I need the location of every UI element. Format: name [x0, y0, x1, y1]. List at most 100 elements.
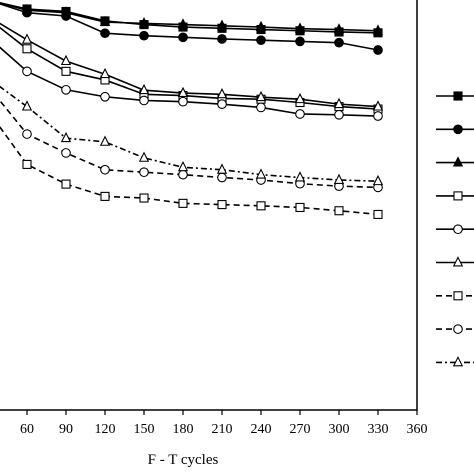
data-point — [178, 198, 188, 208]
legend — [436, 91, 474, 367]
data-point — [139, 30, 149, 41]
x-tick-label: 300 — [329, 422, 350, 437]
data-point — [295, 202, 305, 213]
data-point — [60, 54, 72, 66]
data-point — [22, 129, 32, 139]
x-tick-label: 180 — [173, 422, 194, 437]
data-point — [100, 28, 110, 39]
data-point — [373, 45, 383, 55]
x-tick-label: 240 — [251, 422, 272, 437]
data-point — [99, 67, 111, 79]
data-point — [22, 159, 32, 169]
data-point — [217, 172, 227, 183]
data-point — [60, 6, 72, 17]
data-point — [295, 109, 305, 119]
legend-marker — [452, 356, 464, 367]
data-point — [373, 209, 383, 219]
legend-entry-8 — [436, 324, 474, 334]
x-tick-label: 360 — [407, 422, 428, 437]
x-tick-label: 120 — [95, 422, 116, 437]
plot-area: 60 90 120 150 180 210 240 270 300 330 360 — [0, 0, 428, 437]
x-tick-label: 60 — [20, 422, 34, 437]
data-point — [294, 171, 306, 182]
legend-marker — [453, 224, 463, 235]
data-point — [139, 167, 149, 178]
data-point — [216, 163, 228, 174]
data-point — [61, 179, 71, 189]
data-point — [177, 160, 189, 172]
data-point — [256, 201, 266, 211]
data-point — [178, 32, 188, 43]
data-point — [295, 36, 305, 47]
x-tick-label: 210 — [212, 422, 233, 437]
series-7 — [0, 125, 383, 219]
series-9 — [0, 85, 384, 186]
data-point — [255, 168, 267, 179]
data-point — [333, 173, 345, 184]
data-point — [216, 87, 228, 99]
series-3 — [0, 2, 384, 35]
legend-marker — [453, 291, 463, 301]
data-point — [177, 86, 189, 98]
data-point — [60, 131, 72, 143]
legend-marker — [453, 124, 463, 135]
series-8 — [0, 99, 383, 193]
series-4 — [0, 26, 383, 114]
legend-marker — [453, 324, 463, 334]
x-tick-label: 150 — [134, 422, 155, 437]
data-point — [61, 84, 71, 95]
data-point — [22, 66, 32, 77]
data-point — [216, 19, 228, 30]
data-point — [99, 135, 111, 146]
data-point — [372, 24, 384, 35]
data-point — [139, 95, 149, 106]
series-line — [0, 125, 379, 216]
data-point — [373, 111, 383, 121]
data-point — [256, 35, 266, 46]
data-point — [334, 206, 344, 216]
data-point — [294, 22, 306, 33]
x-tick-label: 270 — [290, 422, 311, 437]
data-point — [138, 83, 150, 95]
data-point — [100, 164, 110, 175]
data-point — [255, 90, 267, 102]
data-point — [100, 191, 110, 201]
data-point — [21, 100, 33, 111]
data-point — [99, 15, 111, 27]
data-point — [294, 92, 306, 104]
data-point — [139, 193, 149, 203]
legend-entry-2 — [436, 124, 474, 135]
legend-marker — [453, 191, 463, 201]
series-line — [0, 1, 379, 34]
data-point — [177, 18, 189, 29]
data-point — [178, 96, 188, 107]
data-point — [138, 151, 150, 162]
x-tick-label: 330 — [368, 422, 389, 437]
data-point — [217, 200, 227, 210]
data-point — [334, 37, 344, 48]
data-point — [334, 109, 344, 120]
legend-entry-1 — [436, 91, 474, 101]
series-5 — [0, 46, 383, 121]
data-point — [372, 100, 384, 111]
legend-entry-6 — [436, 256, 474, 267]
data-point — [138, 17, 150, 28]
data-point — [100, 91, 110, 102]
data-point — [333, 97, 345, 109]
data-point — [21, 3, 33, 15]
legend-marker — [452, 256, 464, 267]
data-point — [61, 66, 71, 76]
series-layer — [0, 1, 384, 219]
data-point — [61, 148, 71, 158]
data-point — [22, 44, 32, 54]
data-point — [217, 34, 227, 44]
series-6 — [0, 22, 384, 111]
x-axis-title: F - T cycles — [148, 452, 219, 468]
legend-entry-5 — [436, 224, 474, 235]
legend-entry-4 — [436, 191, 474, 201]
data-point — [333, 23, 345, 34]
data-point — [21, 33, 33, 44]
legend-marker — [452, 156, 464, 167]
legend-entry-3 — [436, 156, 474, 167]
